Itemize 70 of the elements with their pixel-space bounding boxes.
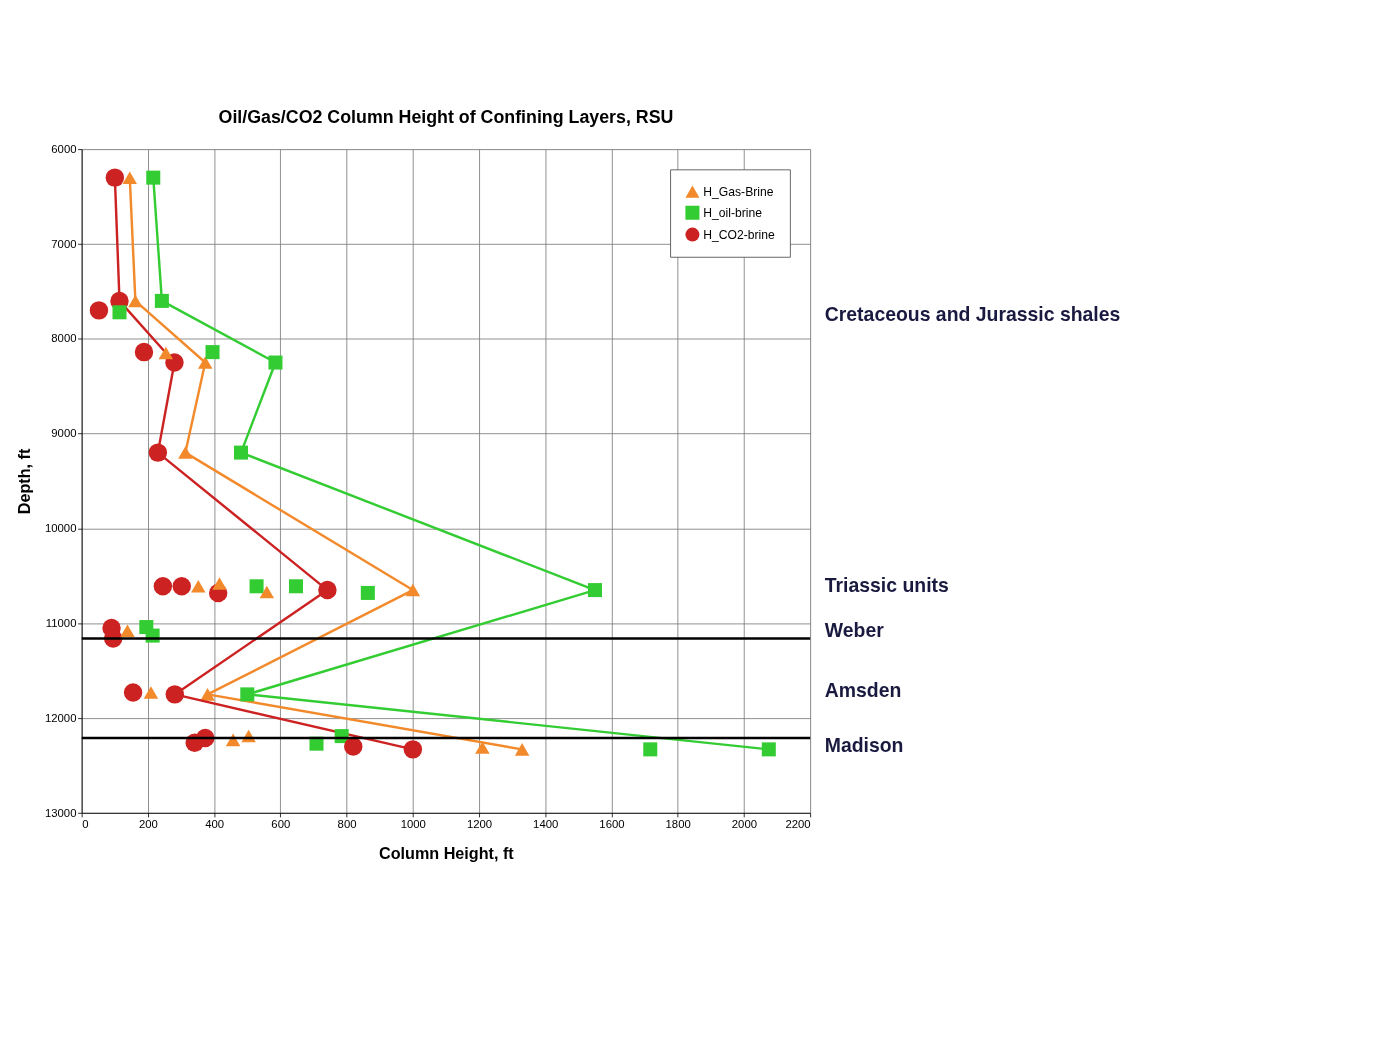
legend-label: H_Gas-Brine bbox=[703, 184, 774, 199]
point bbox=[105, 168, 125, 187]
point bbox=[288, 579, 303, 594]
point bbox=[405, 583, 421, 597]
x-tick-label: 1200 bbox=[466, 817, 493, 830]
point bbox=[165, 353, 184, 372]
point bbox=[153, 577, 173, 596]
text: Madison bbox=[824, 734, 904, 757]
point bbox=[165, 685, 185, 704]
point bbox=[205, 345, 220, 360]
x-tick-label: 1600 bbox=[599, 817, 625, 830]
text: Weber bbox=[824, 619, 885, 642]
point bbox=[198, 356, 213, 369]
point bbox=[403, 740, 423, 759]
y-tick-label: 6000 bbox=[51, 142, 77, 155]
point bbox=[143, 686, 159, 699]
point bbox=[128, 294, 143, 308]
point bbox=[259, 585, 275, 599]
y-tick-label: 11000 bbox=[45, 616, 77, 629]
point bbox=[249, 579, 264, 594]
y-tick-label: 7000 bbox=[51, 237, 77, 250]
point bbox=[122, 171, 137, 184]
x-axis-title: Column Height, ft bbox=[379, 844, 515, 863]
point bbox=[344, 737, 363, 756]
x-tick-label: 1000 bbox=[400, 817, 426, 830]
point bbox=[89, 301, 109, 320]
x-tick-label: 2200 bbox=[785, 817, 811, 830]
point bbox=[154, 293, 169, 308]
point bbox=[587, 583, 602, 598]
text: Triassic units bbox=[824, 573, 949, 596]
x-tick-label: 1800 bbox=[665, 817, 691, 830]
point bbox=[120, 624, 135, 638]
legend-label: H_oil-brine bbox=[703, 205, 763, 220]
point bbox=[212, 577, 227, 590]
x-tick-label: 200 bbox=[138, 817, 158, 830]
y-tick-label: 13000 bbox=[44, 806, 77, 819]
x-tick-label: 0 bbox=[82, 817, 89, 830]
text: Amsden bbox=[824, 679, 902, 702]
point bbox=[134, 342, 154, 362]
point bbox=[318, 580, 337, 600]
point bbox=[643, 742, 658, 757]
x-tick-label: 600 bbox=[271, 817, 291, 830]
y-tick-label: 10000 bbox=[44, 522, 77, 535]
point bbox=[148, 443, 168, 462]
point bbox=[268, 355, 283, 370]
y-tick-label: 8000 bbox=[51, 332, 77, 345]
y-axis-title: Depth, ft bbox=[14, 448, 33, 515]
chart-title: Oil/Gas/CO2 Column Height of Confining Layers, RSU bbox=[218, 107, 674, 128]
point bbox=[514, 743, 530, 756]
point bbox=[360, 585, 375, 600]
text: Cretaceous and Jurassic shales bbox=[824, 302, 1121, 325]
y-tick-label: 9000 bbox=[51, 427, 77, 440]
point bbox=[178, 446, 193, 459]
point bbox=[112, 305, 127, 320]
point bbox=[146, 170, 161, 185]
x-tick-label: 400 bbox=[205, 817, 225, 830]
x-tick-label: 1400 bbox=[533, 817, 559, 830]
point bbox=[200, 688, 215, 701]
point bbox=[123, 683, 143, 702]
point bbox=[172, 577, 191, 596]
point bbox=[240, 687, 255, 702]
x-tick-label: 800 bbox=[337, 817, 357, 830]
y-tick-label: 12000 bbox=[44, 711, 77, 724]
point bbox=[475, 741, 490, 754]
point bbox=[234, 445, 249, 460]
legend-label: H_CO2-brine bbox=[703, 227, 776, 242]
point bbox=[191, 580, 206, 593]
point bbox=[761, 742, 776, 757]
x-tick-label: 2000 bbox=[731, 817, 757, 830]
point bbox=[158, 346, 174, 360]
